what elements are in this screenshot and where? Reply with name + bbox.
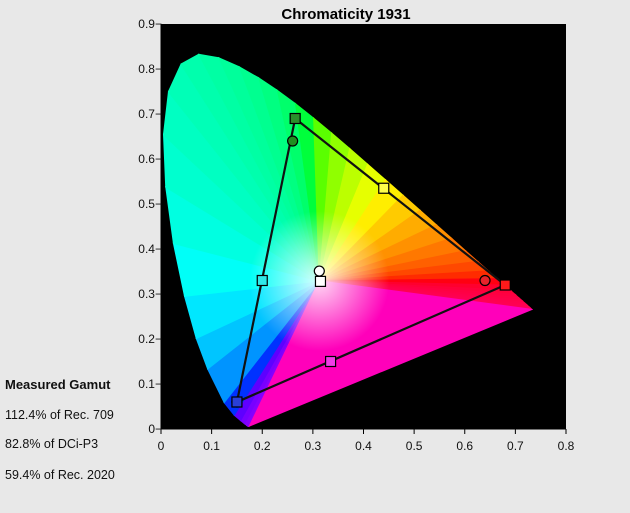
target-point <box>314 275 327 287</box>
chart-axes: 0 0.1 0.2 0.3 0.4 0.5 0.6 0.7 0.8 0− 0.1− 0.2− 0.3− 0… <box>138 17 574 453</box>
target-point <box>499 279 511 291</box>
x-tick-label: 0.1 <box>203 439 220 453</box>
chart-title: Chromaticity 1931 <box>281 6 410 23</box>
gamut-triangle <box>235 116 508 404</box>
measured-gamut-title: Measured Gamut <box>5 377 111 392</box>
coverage-rec709: 112.4% of Rec. 709 <box>5 408 114 422</box>
target-point <box>289 112 301 125</box>
x-tick-label: 0.5 <box>406 439 423 453</box>
y-tick-label: 0.6− <box>138 152 162 166</box>
x-tick-label: 0.6 <box>456 439 473 453</box>
x-tick-label: 0.8 <box>558 439 575 453</box>
measured-point <box>479 274 491 287</box>
y-tick-label: 0.9− <box>138 17 162 31</box>
chart-markers <box>231 112 511 408</box>
x-tick-label: 0.7 <box>507 439 524 453</box>
x-tick-label: 0.3 <box>305 439 322 453</box>
target-gamut-outline <box>235 116 508 404</box>
y-tick-label: 0.5− <box>138 197 162 211</box>
target-point <box>231 396 243 408</box>
measured-point <box>287 135 299 147</box>
y-tick-label: 0.7− <box>138 107 162 121</box>
x-tick-label: 0 <box>158 439 165 453</box>
y-tick-label: 0− <box>148 422 162 436</box>
coverage-rec2020: 59.4% of Rec. 2020 <box>5 468 115 482</box>
x-tick-label: 0.2 <box>254 439 271 453</box>
y-tick-label: 0.3− <box>138 287 162 301</box>
y-tick-label: 0.8− <box>138 62 162 76</box>
target-point <box>256 274 268 287</box>
measured-point <box>313 265 325 277</box>
coverage-dci-p3: 82.8% of DCi-P3 <box>5 437 99 451</box>
x-tick-label: 0.4 <box>355 439 372 453</box>
target-point <box>378 182 390 194</box>
target-point <box>324 355 337 368</box>
y-tick-label: 0.2− <box>138 332 162 346</box>
y-tick-label: 0.4− <box>138 242 162 256</box>
y-tick-label: 0.1− <box>138 377 162 391</box>
